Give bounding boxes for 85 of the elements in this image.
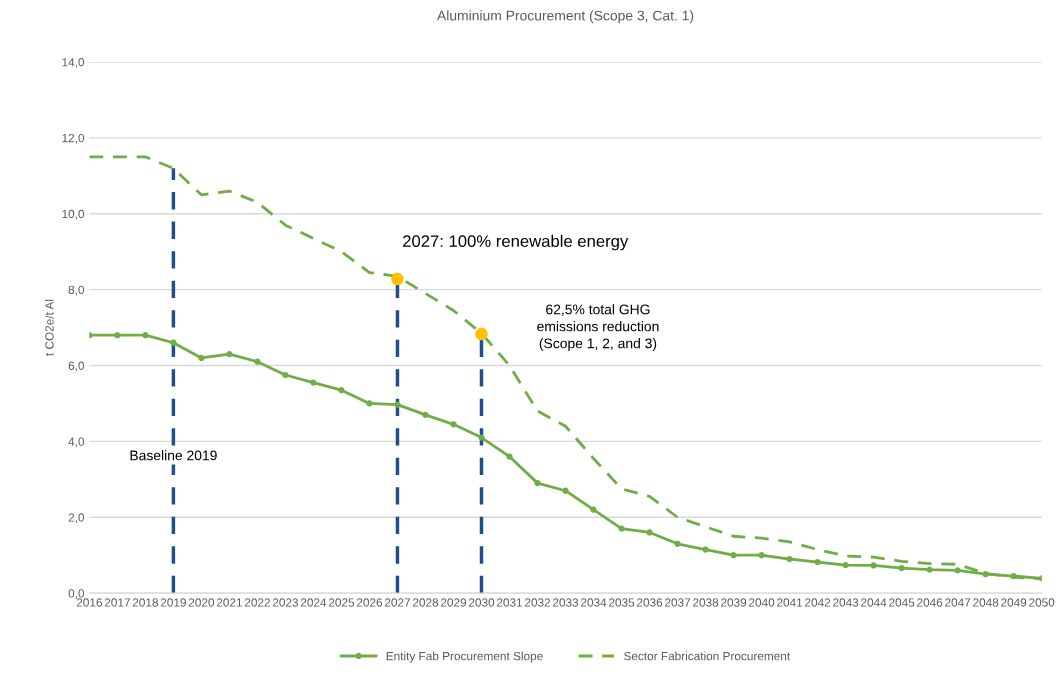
point: [982, 571, 989, 578]
y-tick-label: 10,0: [62, 209, 85, 220]
point: [254, 358, 261, 365]
y-tick-label: 8,0: [68, 285, 85, 296]
point: [394, 401, 401, 408]
point: [590, 506, 597, 513]
point: [898, 564, 905, 572]
point: [674, 540, 681, 547]
point: [842, 561, 849, 569]
point: [702, 546, 709, 553]
x-tick-label: 2036: [637, 598, 663, 607]
point: [926, 566, 933, 573]
point: [338, 387, 345, 394]
x-tick-label: 2017: [104, 598, 130, 607]
point: [1010, 572, 1017, 580]
point: [391, 272, 404, 286]
x-tick-label: 2023: [272, 598, 299, 607]
y-tick-label: 0,0: [68, 589, 85, 599]
x-tick-label: 2020: [188, 598, 215, 607]
x-tick-label: 2044: [861, 598, 887, 607]
x-tick-label: 2022: [244, 598, 270, 607]
point: [870, 562, 877, 569]
point: [506, 453, 513, 460]
x-tick-label: 2034: [580, 598, 607, 607]
chart-title: Aluminium Procurement (Scope 3, Cat. 1): [437, 10, 694, 24]
annotation: 2027: 100% renewable energy: [403, 234, 629, 251]
x-tick-label: 2046: [917, 598, 943, 607]
point: [646, 529, 653, 536]
point: [730, 552, 737, 559]
y-tick-label: 12,0: [62, 133, 85, 144]
x-tick-label: 2039: [721, 598, 747, 607]
point: [814, 558, 821, 566]
legend-label: Entity Fab Procurement Slope: [386, 651, 543, 663]
x-tick-label: 2018: [132, 598, 159, 607]
x-tick-label: 2028: [412, 598, 439, 607]
x-tick-label: 2024: [300, 598, 327, 607]
point: [170, 339, 177, 346]
y-tick-label: 6,0: [68, 361, 85, 372]
x-tick-label: 2016: [76, 598, 102, 607]
annotation: Baseline 2019: [130, 450, 217, 461]
point: [478, 434, 485, 441]
point: [562, 487, 569, 494]
x-tick-label: 2038: [693, 598, 719, 607]
point: [475, 327, 488, 341]
point: [366, 400, 373, 407]
x-tick-label: 2045: [889, 598, 915, 607]
x-tick-label: 2026: [356, 598, 383, 607]
x-tick-label: 2040: [749, 598, 775, 607]
x-tick-label: 2035: [609, 598, 635, 607]
x-tick-label: 2029: [440, 598, 467, 607]
legend-label: Sector Fabrication Procurement: [624, 651, 791, 661]
x-tick-label: 2037: [665, 598, 691, 607]
point: [618, 525, 625, 532]
x-tick-label: 2042: [805, 598, 831, 607]
y-tick-label: 2,0: [68, 513, 85, 524]
x-tick-label: 2021: [216, 598, 242, 607]
x-tick-label: 2048: [973, 598, 999, 607]
x-tick-label: 2031: [496, 598, 523, 607]
point: [422, 411, 429, 418]
x-tick-label: 2027: [384, 598, 411, 607]
point: [786, 555, 793, 563]
annotation: 62,5% total GHG emissions reduction (Scope 1, 2, and 3): [537, 304, 659, 352]
x-tick-label: 2033: [552, 598, 579, 607]
point: [282, 371, 289, 379]
point: [310, 379, 317, 386]
x-tick-label: 2032: [524, 598, 551, 607]
x-tick-label: 2025: [328, 598, 355, 607]
point: [114, 332, 121, 339]
y-tick-label: 14,0: [62, 58, 85, 68]
x-tick-label: 2043: [833, 598, 859, 607]
x-tick-label: 2030: [468, 598, 495, 607]
point: [142, 332, 149, 339]
x-tick-label: 2041: [777, 598, 803, 607]
point: [450, 421, 457, 428]
point: [198, 354, 205, 362]
x-tick-label: 2019: [160, 598, 186, 607]
x-tick-label: 2047: [945, 598, 971, 607]
point: [758, 552, 765, 559]
x-tick-label: 2050: [1029, 598, 1055, 607]
y-axis-title: t CO2e/t Al: [44, 299, 54, 356]
y-tick-label: 4,0: [68, 437, 85, 448]
point: [954, 567, 961, 574]
point: [226, 351, 233, 358]
point: [534, 480, 541, 487]
x-tick-label: 2049: [1001, 598, 1027, 607]
